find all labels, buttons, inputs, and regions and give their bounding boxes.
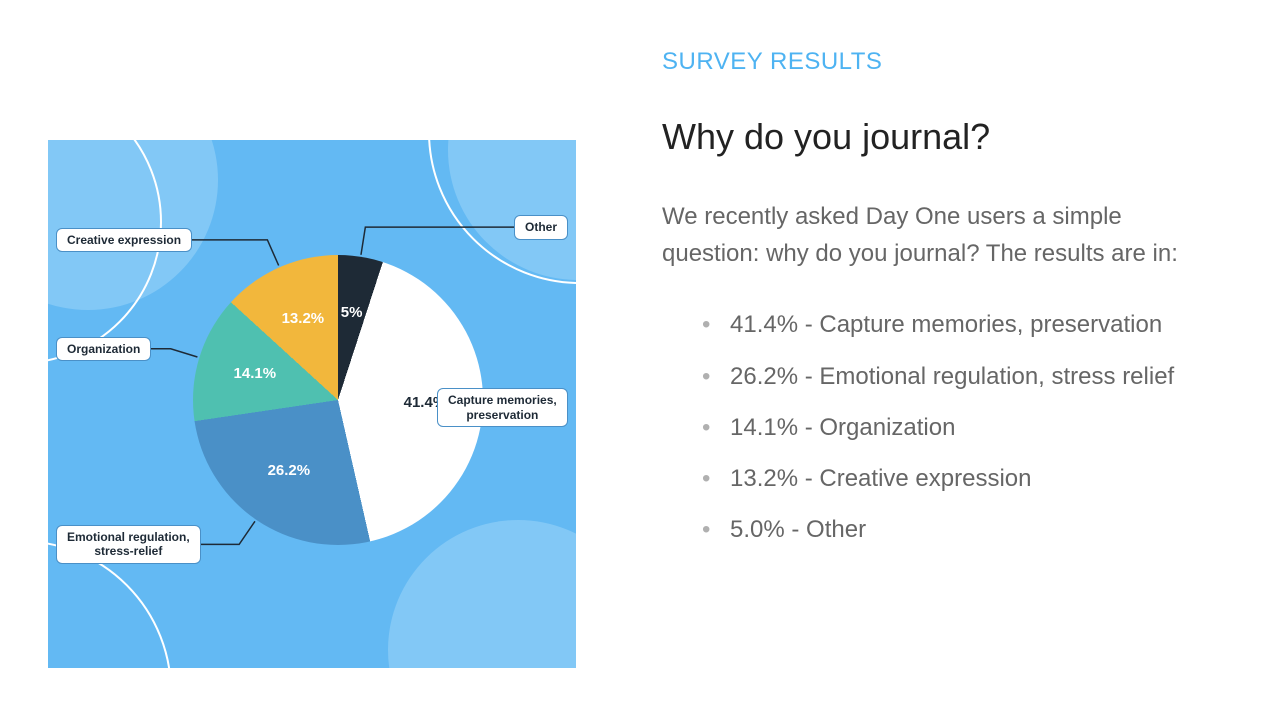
results-list-item: 14.1% - Organization [702,409,1216,446]
pie-slice-callout: Capture memories, preservation [437,388,568,427]
text-panel: SURVEY RESULTS Why do you journal? We re… [632,0,1264,726]
pie-slice-callout: Emotional regulation, stress-relief [56,525,201,564]
results-list-item: 26.2% - Emotional regulation, stress rel… [702,358,1216,395]
results-list-item: 13.2% - Creative expression [702,460,1216,497]
results-list-item: 5.0% - Other [702,511,1216,548]
pie-slice-callout: Organization [56,337,151,361]
intro-paragraph: We recently asked Day One users a simple… [662,198,1216,272]
pie-slice-pct: 5% [322,304,382,321]
pie-slice-pct: 26.2% [259,462,319,479]
chart-panel: 41.4%Capture memories, preservation26.2%… [0,0,632,726]
pie-slice-callout: Creative expression [56,228,192,252]
pie-chart-card: 41.4%Capture memories, preservation26.2%… [48,140,576,668]
eyebrow-label: SURVEY RESULTS [662,48,1216,76]
results-list-item: 41.4% - Capture memories, preservation [702,306,1216,343]
headline: Why do you journal? [662,116,1216,158]
results-list: 41.4% - Capture memories, preservation 26… [662,306,1216,548]
pie-slice-pct: 14.1% [225,365,285,382]
pie-slice-callout: Other [514,215,568,239]
